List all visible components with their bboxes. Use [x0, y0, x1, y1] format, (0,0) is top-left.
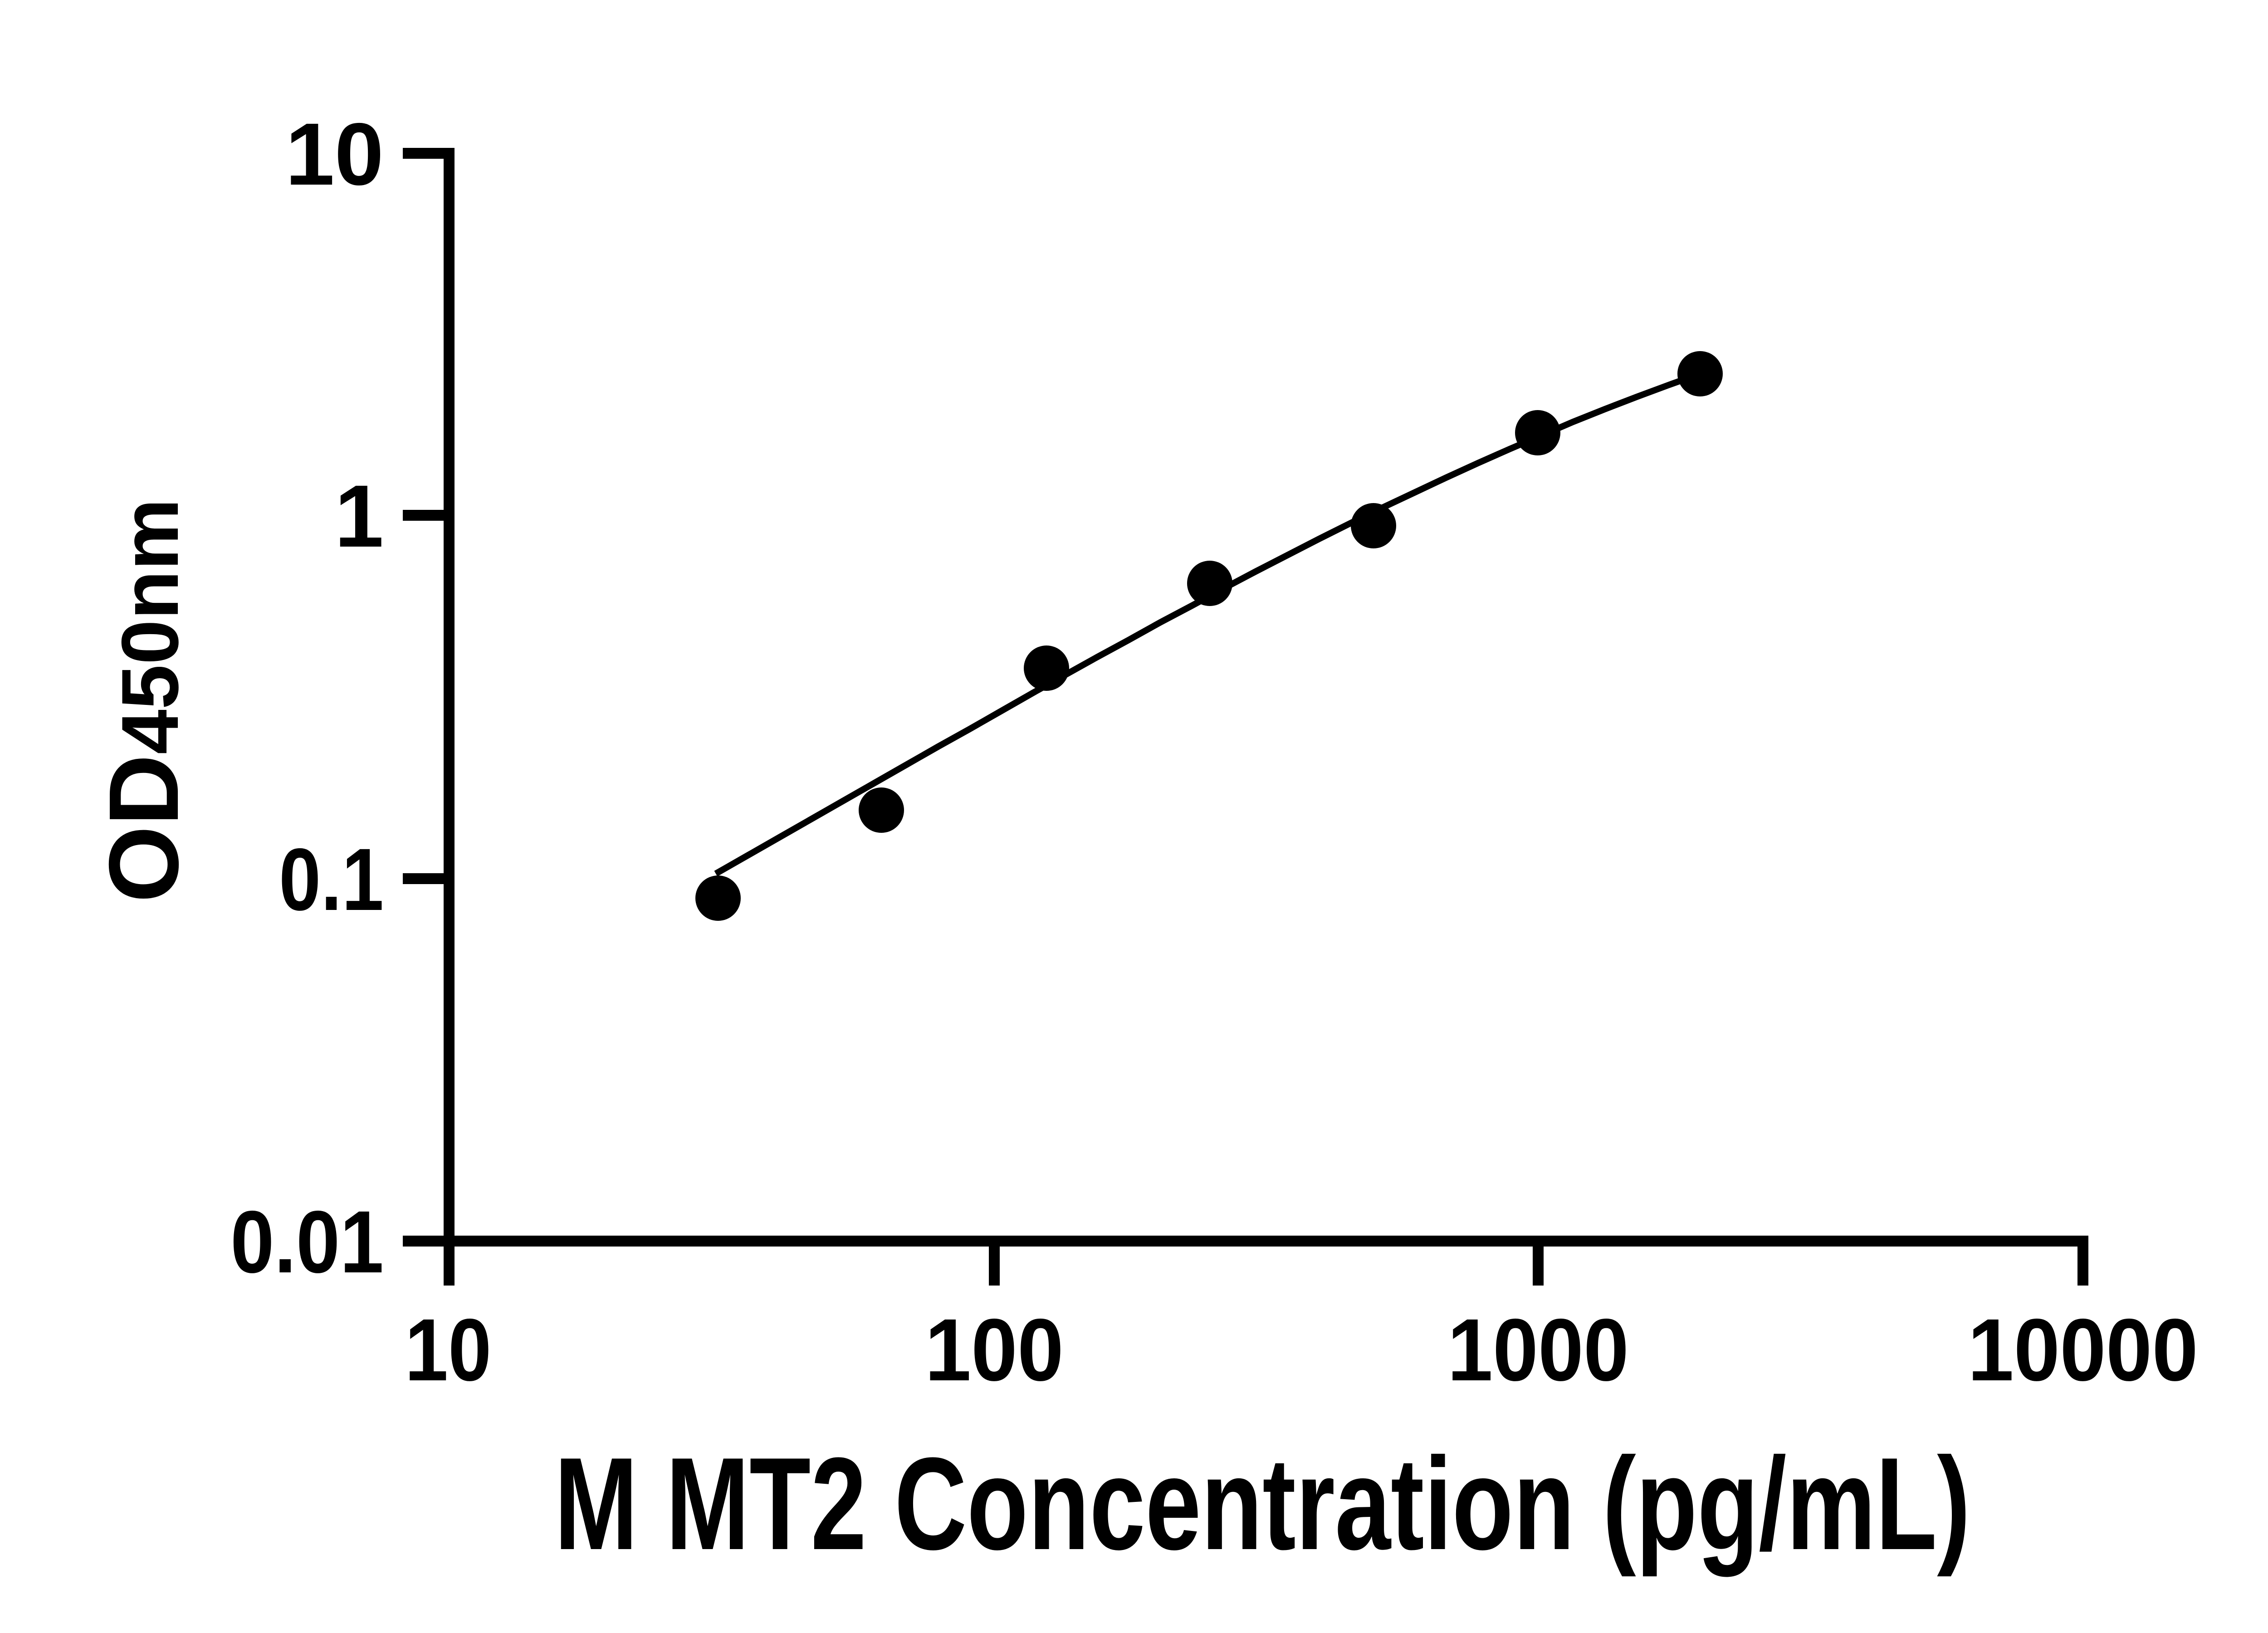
svg-text:1: 1: [335, 467, 384, 566]
svg-text:1000: 1000: [1447, 1301, 1629, 1399]
svg-text:OD450nm: OD450nm: [89, 499, 199, 903]
svg-text:10: 10: [285, 105, 384, 204]
svg-text:10: 10: [405, 1301, 492, 1399]
svg-text:0.1: 0.1: [279, 830, 384, 929]
svg-text:M MT2 Concentration (pg/mL): M MT2 Concentration (pg/mL): [554, 1430, 1970, 1578]
svg-text:0.01: 0.01: [230, 1193, 384, 1291]
svg-text:10000: 10000: [1968, 1301, 2198, 1399]
svg-text:100: 100: [925, 1301, 1064, 1399]
